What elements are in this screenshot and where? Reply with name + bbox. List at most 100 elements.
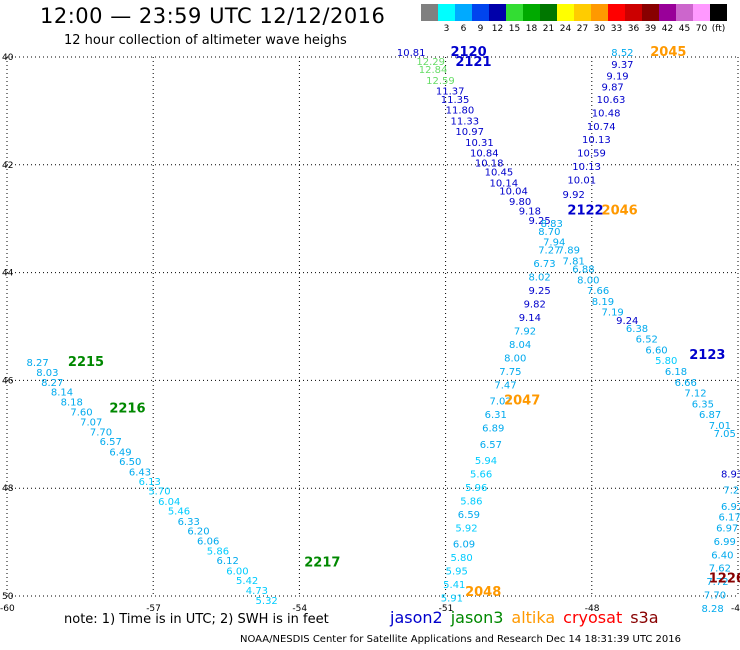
pass-number-label: 2123: [689, 348, 725, 363]
wave-height-value: 6.38: [626, 324, 648, 335]
wave-height-value: 7.05: [714, 429, 736, 440]
pass-number-label: 2216: [109, 402, 145, 417]
scale-swatch: [676, 4, 693, 21]
scale-swatch: [710, 4, 727, 21]
wave-height-value: 10.45: [485, 168, 514, 179]
scale-swatch: [642, 4, 659, 21]
lat-tick-label: 42: [2, 161, 13, 171]
wave-height-value: 10.48: [592, 108, 621, 119]
wave-height-value: 9.92: [563, 190, 585, 201]
wave-height-value: 6.73: [533, 259, 555, 270]
lat-tick-label: 46: [2, 376, 14, 386]
wave-height-value: 6.57: [480, 440, 502, 451]
scale-label: 24: [559, 24, 572, 34]
wave-height-value: 12.59: [426, 76, 455, 87]
scale-swatch: [489, 4, 506, 21]
scale-label: 30: [593, 24, 606, 34]
scale-swatch: [438, 4, 455, 21]
wave-height-value: 7.22: [723, 486, 740, 497]
lon-tick-label: -48: [585, 604, 600, 614]
wave-height-value: 9.80: [509, 197, 531, 208]
lat-tick-label: 48: [2, 484, 14, 494]
lon-tick-label: -51: [439, 604, 454, 614]
wave-height-value: 8.18: [61, 398, 83, 409]
pass-number-label: 2122: [567, 203, 603, 218]
wave-height-value: 5.80: [655, 356, 677, 367]
scale-swatch: [625, 4, 642, 21]
wave-height-value: 11.80: [446, 106, 475, 117]
wave-height-value: 7.89: [558, 246, 580, 257]
units-note: note: 1) Time is in UTC; 2) SWH is in fe…: [64, 612, 329, 627]
wave-height-value: 7.70: [90, 427, 112, 438]
scale-label: 21: [542, 24, 555, 34]
map-subtitle: 12 hour collection of altimeter wave hei…: [64, 33, 347, 48]
pass-number-label: 2047: [504, 394, 540, 409]
wave-height-value: 6.06: [197, 536, 219, 547]
wave-height-value: 8.27: [41, 378, 63, 389]
wave-height-value: 7.94: [543, 238, 565, 249]
wave-height-value: 6.52: [636, 335, 658, 346]
wave-height-value: 5.46: [168, 507, 190, 518]
wave-height-value: 6.13: [139, 477, 161, 488]
wave-height-value: 5.42: [236, 576, 258, 587]
wave-height-value: 6.49: [109, 447, 131, 458]
wave-height-value: 9.82: [524, 300, 546, 311]
scale-label: 70: [695, 24, 708, 34]
wave-height-value: 6.87: [699, 410, 721, 421]
pass-number-label: 2217: [304, 555, 340, 570]
wave-height-value: 9.37: [611, 60, 633, 71]
pass-number-label: 1226: [709, 572, 740, 587]
wave-height-value: 8.00: [577, 275, 599, 286]
wave-height-value: 8.83: [541, 219, 563, 230]
wave-height-value: 6.88: [572, 265, 594, 276]
scale-label: (ft): [711, 24, 726, 34]
wave-height-value: 9.25: [528, 286, 550, 297]
wave-height-value: 10.18: [475, 158, 504, 169]
satellite-legend: jason2 jason3 altika cryosat s3a: [390, 608, 667, 627]
wave-height-value: 8.93: [721, 469, 740, 480]
wave-height-value: 8.14: [51, 387, 73, 398]
lon-tick-label: -54: [292, 604, 307, 614]
legend-entry-jason3: jason3: [450, 608, 504, 627]
wave-height-value: 6.40: [711, 550, 733, 561]
pass-number-label: 2048: [465, 585, 501, 600]
wave-height-value: 6.97: [721, 502, 740, 513]
scale-label: 36: [627, 24, 640, 34]
wave-height-value: 10.63: [597, 95, 626, 106]
scale-swatch: [472, 4, 489, 21]
wave-height-value: 12.29: [416, 57, 445, 68]
lon-tick-label: -45: [731, 604, 740, 614]
wave-height-value: 6.17: [719, 513, 740, 524]
wave-height-value: 6.57: [100, 437, 122, 448]
wave-height-value: 9.14: [519, 313, 541, 324]
wave-height-value: 9.25: [528, 216, 550, 227]
wave-height-value: 10.81: [397, 48, 426, 59]
wave-height-value: 5.32: [256, 596, 278, 607]
wave-height-value: 7.47: [494, 380, 516, 391]
lat-tick-label: 50: [2, 592, 14, 602]
wave-height-value: 5.96: [465, 483, 487, 494]
wave-height-value: 7.81: [563, 257, 585, 268]
wave-height-value: 9.87: [602, 82, 624, 93]
wave-height-value: 5.95: [446, 566, 468, 577]
wave-height-value: 7.01: [709, 421, 731, 432]
pass-number-label: 2046: [602, 203, 638, 218]
wave-height-value: 6.35: [692, 399, 714, 410]
wave-height-value: 8.28: [701, 604, 723, 615]
scale-swatch: [608, 4, 625, 21]
wave-height-value: 7.60: [70, 407, 92, 418]
wave-height-value: 7.19: [602, 308, 624, 319]
wave-height-value: 5.80: [450, 553, 472, 564]
wave-height-value: 5.92: [455, 523, 477, 534]
scale-label: 15: [508, 24, 521, 34]
wave-height-value: 11.37: [436, 87, 465, 98]
wave-height-value: 10.59: [577, 149, 606, 160]
scale-label: 18: [525, 24, 538, 34]
lon-tick-label: -57: [146, 604, 161, 614]
wave-height-value: 7.07: [80, 418, 102, 429]
scale-label: 9: [477, 24, 484, 34]
wave-height-value: 8.00: [504, 354, 526, 365]
wave-height-value: 7.12: [684, 389, 706, 400]
wave-height-value: 8.19: [592, 297, 614, 308]
